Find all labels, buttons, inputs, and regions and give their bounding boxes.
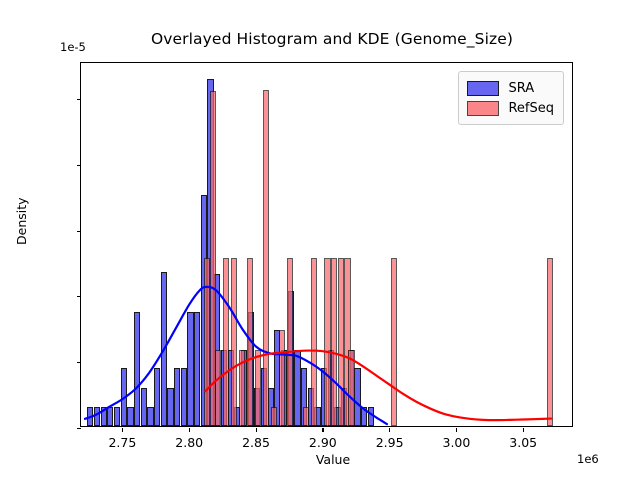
y-tick-mark bbox=[77, 361, 81, 364]
histogram-bar bbox=[311, 257, 318, 426]
histogram-bar bbox=[154, 368, 161, 426]
histogram-bar bbox=[348, 349, 355, 426]
histogram-bar bbox=[167, 387, 174, 426]
plot-clip bbox=[81, 63, 572, 426]
histogram-bar bbox=[113, 406, 121, 426]
legend-item-refseq: RefSeq bbox=[467, 98, 554, 118]
kde-curve-sra bbox=[83, 285, 389, 426]
histogram-bar bbox=[303, 406, 310, 426]
legend-swatch-sra bbox=[467, 80, 500, 96]
x-axis-label: Value bbox=[315, 452, 351, 467]
histogram-bar bbox=[187, 311, 194, 426]
histogram-bar bbox=[337, 257, 344, 426]
histogram-bar bbox=[238, 349, 246, 426]
histogram-bar bbox=[270, 406, 278, 426]
histogram-bar bbox=[546, 257, 554, 426]
x-tick-label: 2.80 bbox=[175, 435, 204, 450]
y-tick-mark bbox=[77, 164, 81, 167]
histogram-bar bbox=[254, 349, 262, 426]
legend-swatch-refseq bbox=[467, 100, 500, 116]
x-tick-mark bbox=[322, 428, 324, 432]
histogram-bar bbox=[278, 330, 286, 426]
histogram-bar bbox=[209, 91, 216, 426]
x-tick-label: 2.90 bbox=[308, 435, 337, 450]
x-axis-offset-label: 1e6 bbox=[577, 452, 599, 466]
histogram-bar bbox=[174, 368, 181, 426]
legend-label-refseq: RefSeq bbox=[508, 100, 554, 116]
x-tick-label: 2.75 bbox=[108, 435, 137, 450]
x-tick-mark bbox=[522, 428, 524, 432]
histogram-bar bbox=[222, 257, 230, 426]
x-tick-mark bbox=[389, 428, 391, 432]
kde-curves bbox=[83, 285, 553, 426]
histogram-bar bbox=[100, 406, 107, 426]
y-axis-label: Density bbox=[14, 197, 29, 245]
histogram-bar bbox=[147, 406, 154, 426]
x-tick-mark bbox=[455, 428, 458, 432]
histogram-bar bbox=[361, 406, 368, 426]
histogram-bar bbox=[134, 311, 141, 426]
histogram-bar bbox=[214, 349, 222, 426]
histogram-bar bbox=[140, 387, 147, 426]
y-tick-mark bbox=[77, 99, 81, 101]
histogram-bar bbox=[344, 257, 351, 426]
chart-title: Overlayed Histogram and KDE (Genome_Size… bbox=[150, 30, 514, 48]
histogram-bar bbox=[286, 257, 294, 426]
y-tick-mark bbox=[77, 296, 81, 298]
x-tick-mark bbox=[255, 428, 257, 432]
x-tick-mark bbox=[121, 428, 124, 432]
histogram-bar bbox=[230, 257, 238, 426]
histogram-bar bbox=[324, 257, 331, 426]
legend-label-sra: SRA bbox=[508, 80, 535, 96]
y-axis-offset-label: 1e-5 bbox=[60, 40, 86, 54]
kde-curve-refseq bbox=[204, 349, 553, 422]
x-tick-label: 3.00 bbox=[442, 435, 471, 450]
plot-area: 0.00.51.01.52.02.5 2.752.802.852.902.953… bbox=[77, 62, 573, 450]
legend-item-sra: SRA bbox=[467, 78, 554, 98]
histogram-bar bbox=[127, 406, 134, 426]
x-tick-label: 2.95 bbox=[375, 435, 404, 450]
histogram-bar bbox=[194, 311, 201, 426]
x-tick-mark bbox=[188, 428, 190, 432]
x-tick-label: 2.85 bbox=[242, 435, 270, 450]
histogram-bar bbox=[262, 89, 270, 426]
legend: SRA RefSeq bbox=[458, 71, 564, 125]
histogram-bar bbox=[354, 368, 361, 426]
y-tick-mark bbox=[77, 230, 81, 232]
y-tick-mark bbox=[77, 427, 81, 429]
histogram-bar bbox=[331, 257, 338, 426]
histogram-bar bbox=[390, 257, 397, 426]
histogram-bar bbox=[180, 368, 187, 426]
x-tick-label: 3.05 bbox=[509, 435, 538, 450]
